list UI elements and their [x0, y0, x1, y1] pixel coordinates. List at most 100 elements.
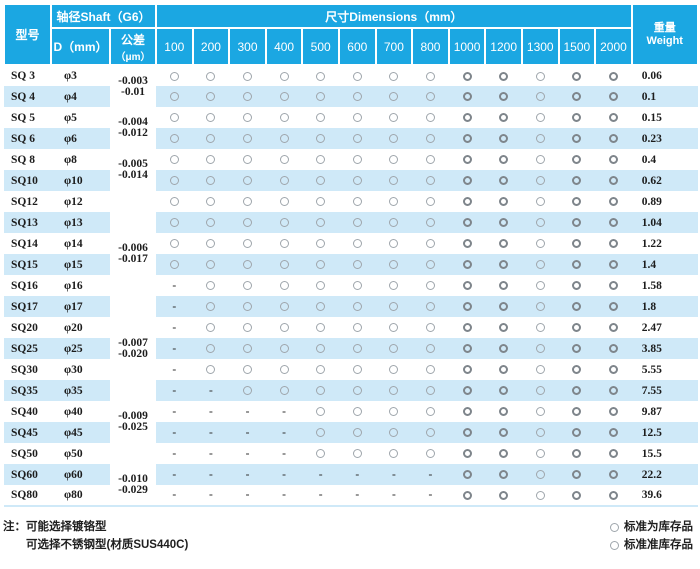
not-available-dash: - [391, 468, 396, 481]
availability-cell [338, 128, 376, 149]
availability-cell [229, 359, 266, 380]
semi-stock-circle-icon [608, 218, 618, 228]
stock-circle-icon [352, 407, 362, 417]
stock-circle-icon [243, 302, 252, 312]
availability-cell [266, 233, 303, 254]
availability-cell [559, 149, 596, 170]
availability-cell [193, 191, 230, 212]
availability-cell [521, 422, 559, 443]
dimension-col-header: 400 [264, 27, 304, 66]
stock-circle-icon [206, 92, 216, 102]
weight-cell: 1.22 [641, 237, 662, 250]
availability-cell [448, 380, 486, 401]
semi-stock-circle-icon [608, 281, 618, 291]
stock-circle-icon [425, 92, 435, 102]
availability-cell: - [412, 464, 449, 485]
semi-stock-circle-icon [572, 92, 582, 102]
tolerance-lower: -0.025 [118, 421, 148, 433]
availability-cell [521, 338, 559, 359]
tolerance-cell: -0.010 -0.029 [110, 464, 157, 506]
availability-cell [412, 275, 449, 296]
stock-circle-icon [316, 449, 326, 459]
semi-stock-circle-icon [499, 197, 509, 207]
semi-stock-circle-icon [608, 449, 618, 459]
availability-cell: - [302, 464, 339, 485]
availability-cell [229, 338, 266, 359]
availability-cell [302, 317, 339, 338]
availability-cell [521, 464, 559, 485]
weight-label-en: Weight [646, 34, 683, 47]
not-available-dash: - [282, 447, 287, 460]
availability-cell: - [192, 464, 230, 485]
stock-circle-icon [535, 365, 545, 375]
availability-cell [412, 170, 449, 191]
availability-cell [302, 128, 339, 149]
availability-cell: - [266, 401, 303, 422]
stock-circle-icon [535, 490, 545, 500]
stock-circle-icon [425, 71, 435, 81]
table-row: SQ15 φ15 1.4 [4, 254, 698, 275]
availability-cell: - [193, 443, 230, 464]
not-available-dash: - [355, 489, 360, 501]
weight-cell: 5.55 [641, 363, 662, 376]
semi-stock-circle-icon [572, 134, 582, 144]
table-body: SQ 3 φ3 -0.003 -0.01 0.06 SQ 4 φ4 0.1 SQ 5 φ5 -0.0… [4, 65, 698, 506]
diameter-cell: φ40 [64, 405, 83, 418]
model-cell: SQ12 [11, 195, 38, 208]
availability-cell [302, 107, 339, 128]
availability-cell [302, 233, 339, 254]
stock-circle-icon [352, 134, 362, 144]
availability-cell [449, 149, 486, 170]
availability-cell [192, 86, 230, 107]
availability-cell [265, 212, 303, 233]
availability-cell [376, 443, 413, 464]
availability-cell [558, 86, 596, 107]
stock-circle-icon [352, 113, 362, 123]
availability-cell: - [338, 464, 376, 485]
availability-cell [595, 170, 632, 191]
not-available-dash: - [428, 468, 433, 481]
availability-cell [229, 170, 266, 191]
availability-cell [521, 380, 559, 401]
stock-circle-icon [169, 92, 179, 102]
tolerance-upper: -0.003 [118, 74, 148, 87]
stock-circle-icon [243, 155, 252, 165]
stock-circle-icon [169, 155, 179, 165]
availability-cell [376, 149, 413, 170]
availability-cell [595, 65, 632, 86]
availability-cell [192, 296, 230, 317]
stock-circle-icon [535, 470, 545, 480]
availability-cell [412, 212, 449, 233]
availability-cell [485, 296, 522, 317]
availability-cell [595, 128, 632, 149]
semi-stock-circle-icon [608, 260, 618, 270]
availability-cell: - [339, 485, 376, 506]
availability-cell [448, 170, 486, 191]
availability-cell [558, 380, 596, 401]
semi-stock-circle-icon [608, 470, 618, 480]
table-row: SQ10 φ10 0.62 [4, 170, 698, 191]
model-cell: SQ40 [11, 405, 38, 418]
dimension-header-row: D（mm） 公差 （μm） 100 200 300 400 500 600 700 800 10… [4, 27, 698, 66]
stock-circle-icon [352, 155, 362, 165]
shaft-spec-table: 型号 轴径Shaft（G6） 尺寸Dimensions（mm） 重量 Weigh… [3, 3, 699, 507]
availability-cell [302, 275, 339, 296]
model-cell: SQ60 [4, 464, 51, 485]
diameter-cell: φ60 [51, 464, 110, 485]
stock-circle-icon [425, 281, 435, 291]
table-row: SQ 3 φ3 -0.003 -0.01 0.06 [4, 65, 698, 107]
stock-circle-icon [352, 281, 362, 291]
dimension-col-header: 1200 [484, 27, 523, 66]
diameter-cell: φ20 [64, 321, 83, 334]
semi-stock-circle-icon [462, 239, 472, 249]
tolerance-lower: -0.020 [118, 347, 148, 360]
stock-circle-icon [279, 302, 289, 312]
availability-cell [229, 65, 266, 86]
availability-cell [595, 443, 632, 464]
stock-circle-icon [169, 260, 179, 270]
legend-stock-label: 标准为库存品 [624, 521, 693, 533]
availability-cell [412, 296, 449, 317]
availability-cell [156, 107, 193, 128]
availability-cell: - [156, 422, 193, 443]
not-available-dash: - [318, 489, 323, 501]
